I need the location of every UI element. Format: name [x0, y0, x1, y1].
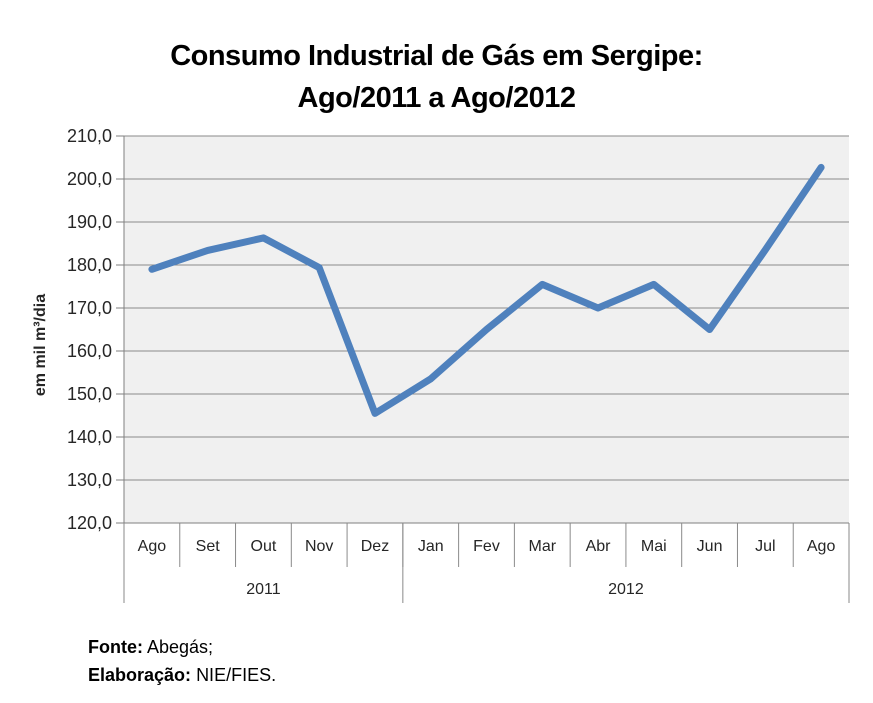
y-axis-title: em mil m³/dia [32, 294, 49, 396]
x-month-label: Set [196, 538, 221, 555]
chart-title: Consumo Industrial de Gás em Sergipe: Ag… [0, 35, 873, 119]
x-month-label: Jul [755, 538, 775, 555]
y-tick-label: 150,0 [67, 384, 112, 404]
chart-title-line2: Ago/2011 a Ago/2012 [297, 82, 576, 115]
y-tick-label: 210,0 [67, 126, 112, 146]
y-tick-label: 170,0 [67, 298, 112, 318]
x-month-label: Fev [473, 538, 500, 555]
y-tick-label: 140,0 [67, 427, 112, 447]
source-value: Abegás; [147, 637, 214, 657]
x-month-label: Mar [528, 538, 556, 555]
x-month-label: Jun [697, 538, 723, 555]
x-month-label: Out [251, 538, 277, 555]
x-month-label: Abr [586, 538, 612, 555]
elaboration-line: Elaboração: NIE/FIES. [88, 661, 276, 689]
y-tick-label: 160,0 [67, 341, 112, 361]
y-tick-label: 120,0 [67, 513, 112, 533]
year-label: 2011 [246, 581, 281, 598]
year-label: 2012 [608, 581, 644, 598]
x-month-label: Ago [138, 538, 167, 555]
data-line [148, 163, 825, 417]
elaboration-label: Elaboração: [88, 665, 192, 685]
x-month-label: Jan [418, 538, 444, 555]
elaboration-value: NIE/FIES. [196, 665, 277, 685]
x-month-label: Ago [807, 538, 836, 555]
y-tick-label: 190,0 [67, 212, 112, 232]
source-line: Fonte: Abegás; [88, 633, 276, 661]
chart-title-line1: Consumo Industrial de Gás em Sergipe: [170, 40, 703, 73]
y-tick-label: 180,0 [67, 255, 112, 275]
source-label: Fonte: [88, 637, 143, 657]
y-tick-label: 130,0 [67, 470, 112, 490]
x-month-label: Dez [361, 538, 389, 555]
y-tick-label: 200,0 [67, 169, 112, 189]
x-month-label: Nov [305, 538, 333, 555]
x-month-label: Mai [641, 538, 667, 555]
chart-footer: Fonte: Abegás; Elaboração: NIE/FIES. [88, 633, 276, 689]
